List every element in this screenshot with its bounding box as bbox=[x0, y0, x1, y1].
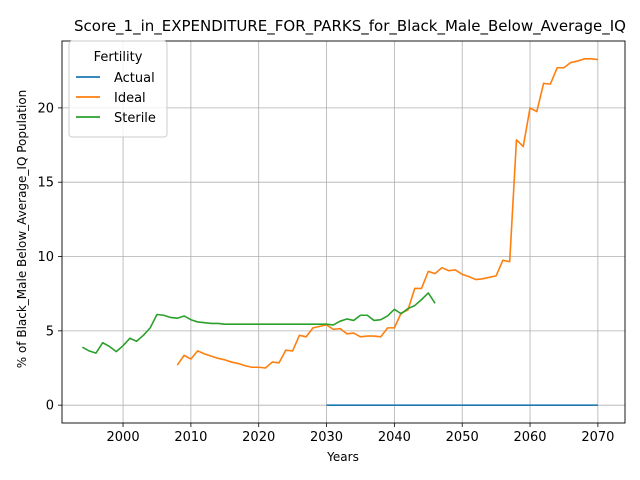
x-tick-label: 2030 bbox=[310, 430, 343, 445]
axis-ticks: 2000 2010 2020 2030 2040 2050 2060 2070 0 5 10 15 20 bbox=[37, 101, 614, 445]
x-tick-label: 2010 bbox=[174, 430, 207, 445]
x-tick-label: 2060 bbox=[513, 430, 546, 445]
y-tick-label: 20 bbox=[37, 101, 54, 116]
x-tick-label: 2000 bbox=[107, 430, 140, 445]
chart-title: Score_1_in_EXPENDITURE_FOR_PARKS_for_Bla… bbox=[74, 17, 626, 36]
legend-label-ideal: Ideal bbox=[114, 91, 146, 106]
y-tick-label: 15 bbox=[37, 176, 54, 191]
y-tick-label: 0 bbox=[46, 399, 54, 414]
y-axis-label: % of Black_Male Below_Average_IQ Populat… bbox=[15, 90, 29, 369]
legend-title: Fertility bbox=[94, 50, 143, 65]
legend-items: Actual Ideal Sterile bbox=[76, 71, 156, 126]
series-line-sterile bbox=[81, 292, 436, 354]
y-tick-label: 5 bbox=[46, 324, 54, 339]
y-tick-label: 10 bbox=[37, 250, 54, 265]
legend: Fertility Actual Ideal Sterile bbox=[68, 40, 168, 138]
legend-box bbox=[68, 40, 168, 138]
x-axis-label: Years bbox=[326, 450, 359, 464]
series-line-ideal bbox=[176, 58, 598, 369]
legend-label-sterile: Sterile bbox=[114, 111, 156, 126]
x-tick-label: 2070 bbox=[581, 430, 614, 445]
x-tick-label: 2040 bbox=[378, 430, 411, 445]
x-tick-label: 2020 bbox=[242, 430, 275, 445]
x-tick-label: 2050 bbox=[446, 430, 479, 445]
plot-frame bbox=[61, 40, 626, 424]
legend-label-actual: Actual bbox=[114, 71, 155, 86]
series-lines bbox=[81, 58, 598, 406]
